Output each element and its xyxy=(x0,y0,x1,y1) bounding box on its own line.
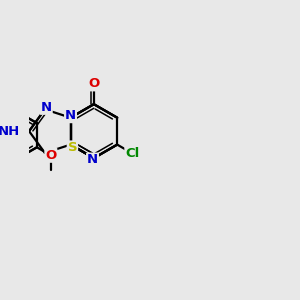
Text: N: N xyxy=(41,101,52,114)
Text: N: N xyxy=(87,154,98,166)
Text: Cl: Cl xyxy=(125,147,140,160)
Text: N: N xyxy=(65,109,76,122)
Text: S: S xyxy=(68,141,77,154)
Text: O: O xyxy=(45,149,56,162)
Text: NH: NH xyxy=(0,124,20,138)
Text: O: O xyxy=(88,77,100,91)
